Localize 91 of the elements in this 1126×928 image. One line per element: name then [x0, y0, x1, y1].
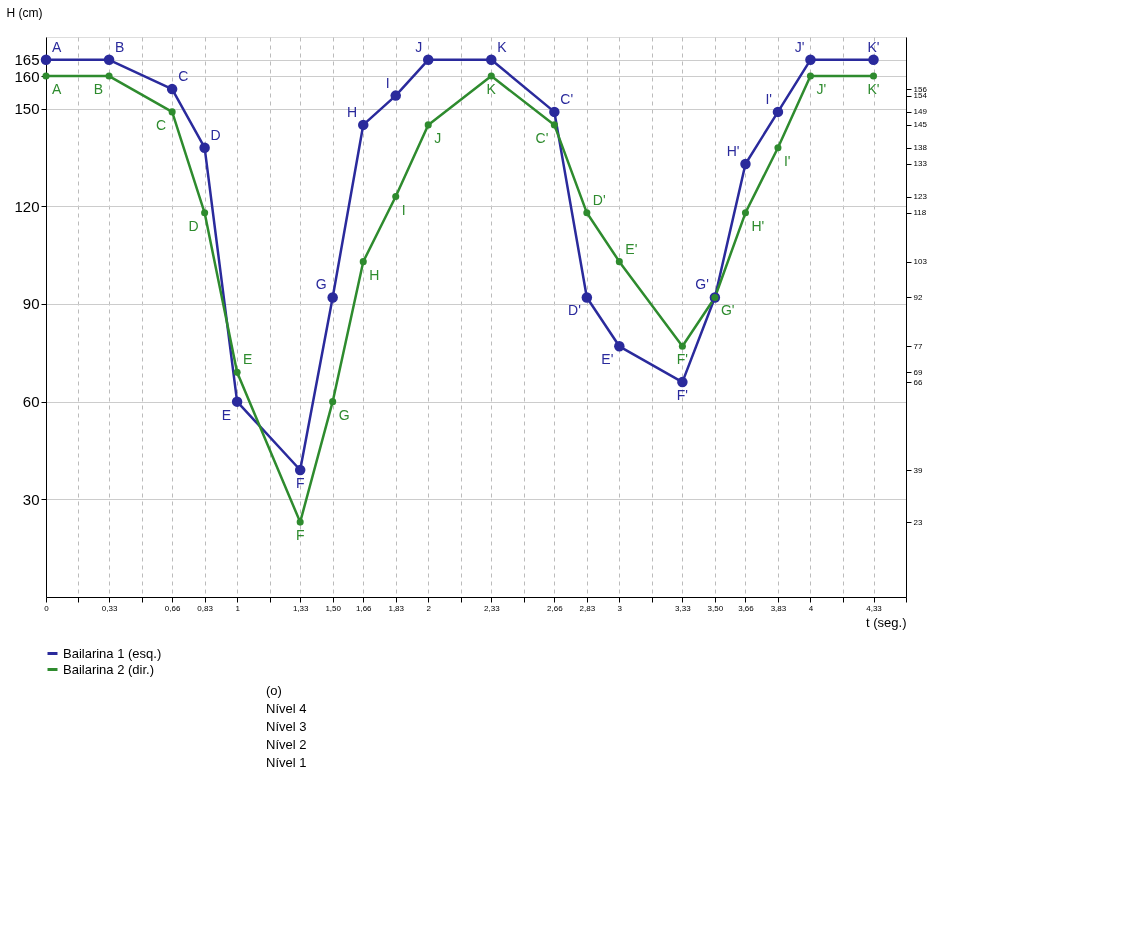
annotation: E	[221, 406, 232, 423]
annotation: H'	[726, 142, 740, 159]
text: Nível 2	[266, 737, 307, 752]
annotation: F'	[676, 387, 689, 404]
annotation: H	[347, 103, 358, 120]
annotation: G'	[720, 302, 735, 319]
text: Nível 1	[266, 755, 307, 770]
x-axis-title: t (seg.)	[866, 614, 907, 630]
annotation: K'	[867, 38, 880, 55]
x-tick-label: 0,83	[197, 603, 214, 613]
text: Nível 4	[266, 701, 307, 716]
x-tick-label: 1	[235, 603, 241, 613]
x-tick-label: 4	[808, 603, 814, 613]
annotation: G'	[695, 276, 709, 293]
annotation: J'	[816, 81, 827, 98]
y2-tick-label: 156	[913, 84, 928, 94]
annotation: F'	[676, 351, 689, 368]
y2-tick-label: 133	[913, 159, 928, 169]
y-tick-label: 120	[14, 197, 40, 215]
annotation: C	[156, 116, 167, 133]
annotation: C	[178, 68, 189, 85]
annotation: H'	[751, 217, 765, 234]
annotation: A	[52, 38, 62, 55]
x-tick-label: 3	[617, 603, 623, 613]
annotation: E'	[601, 351, 614, 368]
annotation: I	[385, 74, 390, 91]
annotation: H	[369, 266, 380, 283]
y-tick-label: 30	[22, 490, 40, 508]
x-tick-label: 2,66	[547, 603, 564, 613]
text: (o)	[266, 683, 282, 698]
annotation: K'	[867, 81, 880, 98]
annotation: F	[295, 527, 305, 544]
annotation: B	[93, 81, 104, 98]
x-tick-label: 3,33	[675, 603, 692, 613]
y2-tick-label: 69	[913, 367, 923, 377]
y2-tick-label: 118	[913, 208, 927, 218]
annotation: I'	[783, 152, 791, 169]
y2-tick-label: 145	[913, 120, 928, 130]
annotation: I'	[765, 90, 772, 107]
annotation: G	[315, 276, 327, 293]
y-tick-label: 165	[14, 51, 40, 69]
y2-tick-label: 66	[913, 377, 923, 387]
annotation: D'	[592, 191, 606, 208]
x-tick-label: 2,83	[579, 603, 596, 613]
x-tick-label: 1,66	[355, 603, 373, 613]
y-tick-label: 60	[22, 393, 40, 411]
annotation: K	[497, 38, 508, 55]
y2-tick-label: 77	[913, 341, 923, 351]
x-tick-label: 4,33	[866, 603, 883, 613]
annotation: D	[210, 126, 221, 143]
y2-tick-label: 103	[913, 257, 928, 267]
x-tick-label: 0,66	[164, 603, 181, 613]
x-tick-label: 1,33	[292, 603, 310, 613]
annotation: G	[338, 406, 350, 423]
y2-tick-label: 123	[913, 192, 928, 202]
annotation: J	[434, 129, 442, 146]
x-tick-label: 1,50	[325, 603, 342, 613]
y2-tick-label: 92	[913, 292, 923, 302]
annotation: J	[415, 38, 423, 55]
y-tick-label: 150	[14, 100, 40, 118]
text: Nível 3	[266, 719, 307, 734]
x-tick-label: 2	[426, 603, 432, 613]
annotation: I	[401, 201, 406, 218]
x-tick-label: 0	[44, 603, 50, 613]
annotation: A	[52, 81, 62, 98]
annotation: C'	[560, 90, 574, 107]
annotation: B	[115, 38, 125, 55]
y2-tick-label: 149	[913, 107, 928, 117]
x-tick-label: 3,83	[770, 603, 787, 613]
x-tick-label: 2,33	[484, 603, 501, 613]
y2-tick-label: 23	[913, 517, 923, 527]
annotation: J'	[794, 38, 805, 55]
x-tick-label: 1,83	[388, 603, 405, 613]
y2-tick-label: 154	[913, 91, 928, 101]
x-tick-label: 3,50	[707, 603, 724, 613]
annotation: E	[243, 351, 253, 368]
annotation: C'	[535, 129, 549, 146]
annotation: D'	[568, 302, 581, 319]
y-tick-label: 90	[22, 295, 40, 313]
annotation: K	[486, 81, 497, 98]
y-axis-title: H (cm)	[6, 5, 43, 20]
x-tick-label: 0,33	[101, 603, 118, 613]
legend-label: Bailarina 1 (esq.)	[63, 645, 162, 661]
y2-tick-label: 39	[913, 465, 923, 475]
annotation: F	[295, 475, 305, 492]
y-tick-label: 160	[14, 67, 40, 85]
legend-label: Bailarina 2 (dir.)	[63, 661, 155, 677]
y2-tick-label: 138	[913, 143, 928, 153]
x-tick-label: 3,66	[738, 603, 755, 613]
annotation: E'	[625, 240, 638, 257]
annotation: D	[188, 217, 199, 234]
